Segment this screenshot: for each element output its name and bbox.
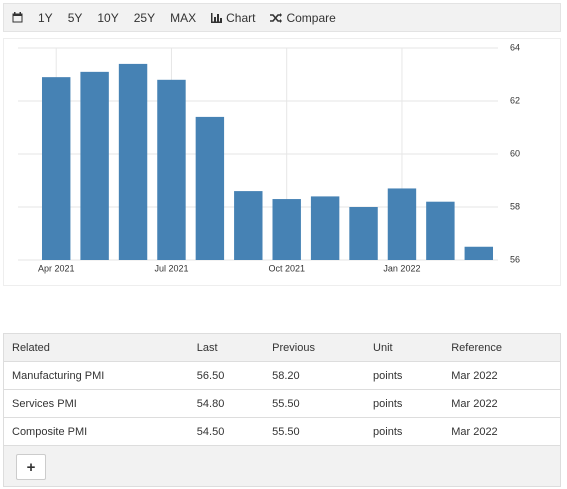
bar <box>234 191 263 260</box>
table-cell: 55.50 <box>264 389 366 418</box>
column-header: Last <box>188 334 265 362</box>
range-button[interactable]: 1Y <box>38 10 53 25</box>
chart-icon <box>211 12 223 23</box>
table-cell: Composite PMI <box>4 417 189 446</box>
range-button[interactable]: MAX <box>170 10 197 25</box>
y-tick-label: 62 <box>510 95 520 105</box>
bar <box>157 79 186 260</box>
bar <box>118 63 148 261</box>
add-button[interactable]: + <box>16 454 46 480</box>
table-body: Manufacturing PMI 56.50 58.20 points Mar 202… <box>4 361 560 446</box>
toolbar: 1Y 5Y 10Y 25Y MAX Chart Compare <box>3 3 561 32</box>
compare-button[interactable]: Compare <box>270 10 336 25</box>
table-cell: Services PMI <box>4 389 189 418</box>
range-button[interactable]: 25Y <box>133 10 156 25</box>
range-buttons: 1Y 5Y 10Y 25Y MAX <box>23 11 196 25</box>
chart-label: Chart <box>226 10 256 25</box>
bar <box>272 199 301 260</box>
table-cell: 54.50 <box>188 417 265 446</box>
add-row: + <box>4 446 560 486</box>
bar <box>80 71 109 260</box>
table-row: Services PMI 54.80 55.50 points Mar 2022 <box>4 389 560 418</box>
related-table: Related Last Previous Unit Reference Manufact… <box>3 333 561 487</box>
table-cell: points <box>365 361 444 390</box>
table-cell: 54.80 <box>188 389 265 418</box>
range-button[interactable]: 5Y <box>67 10 83 25</box>
table-cell: 58.20 <box>264 361 366 390</box>
table-row: Manufacturing PMI 56.50 58.20 points Mar 202… <box>4 361 560 390</box>
column-header: Related <box>4 334 189 362</box>
bar <box>387 188 417 260</box>
x-tick-label: Jul 2021 <box>154 263 188 273</box>
y-tick-label: 56 <box>510 254 520 264</box>
bar <box>41 77 71 261</box>
x-tick-label: Oct 2021 <box>268 263 305 273</box>
column-header: Reference <box>443 334 560 362</box>
table-cell: Mar 2022 <box>443 417 560 446</box>
y-tick-label: 60 <box>510 148 520 158</box>
y-tick-label: 58 <box>510 201 520 211</box>
bar <box>195 116 225 261</box>
table-cell: Mar 2022 <box>443 361 560 390</box>
compare-icon <box>270 12 283 23</box>
chart-button[interactable]: Chart <box>211 11 255 25</box>
header-row: Related Last Previous Unit Reference <box>4 334 560 362</box>
bar <box>464 246 494 260</box>
table: Related Last Previous Unit Reference Manufact… <box>4 334 560 446</box>
x-tick-label: Jan 2022 <box>383 263 420 273</box>
bar <box>349 207 378 260</box>
table-cell: 55.50 <box>264 417 366 446</box>
range-button[interactable]: 10Y <box>97 10 119 25</box>
chart-area: 56 58 60 62 64 Apr 2021 Jul 2021 Oct 2021 Jan 20… <box>3 38 561 286</box>
table-cell: Manufacturing PMI <box>4 361 189 390</box>
table-row: Composite PMI 54.50 55.50 points Mar 2022 <box>4 417 560 446</box>
bar <box>426 201 455 260</box>
column-header: Previous <box>264 334 366 362</box>
table-cell: points <box>365 417 444 446</box>
y-tick-label: 64 <box>510 42 520 52</box>
table-cell: points <box>365 389 444 418</box>
x-tick-label: Apr 2021 <box>38 263 75 273</box>
chart: 56 58 60 62 64 Apr 2021 Jul 2021 Oct 2021 Jan 20… <box>18 42 520 273</box>
compare-label: Compare <box>286 10 336 25</box>
table-cell: Mar 2022 <box>443 389 560 418</box>
calendar-icon[interactable] <box>12 12 23 23</box>
column-header: Unit <box>365 334 444 362</box>
table-cell: 56.50 <box>188 361 265 390</box>
bar <box>310 196 340 260</box>
